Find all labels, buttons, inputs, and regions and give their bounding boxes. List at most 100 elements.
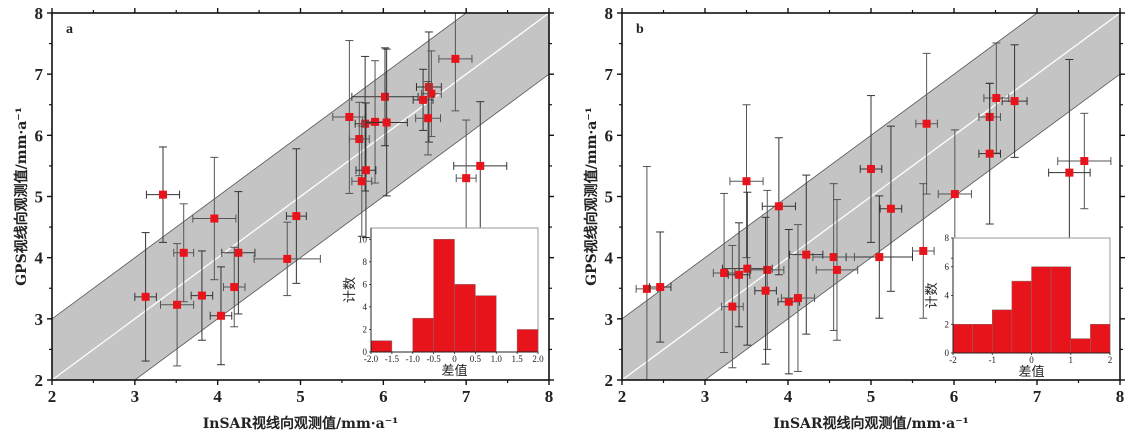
data-point (859, 95, 883, 243)
point-marker (802, 250, 811, 259)
point-marker (424, 83, 433, 92)
inset-histogram: -2 -1 0 1 2 0 2 4 6 8 差值 计数 (925, 233, 1112, 380)
data-point (1057, 112, 1112, 210)
y-tick-label: 8 (35, 4, 44, 23)
data-point (761, 137, 796, 276)
histogram-bar (1090, 324, 1111, 354)
data-point (192, 156, 237, 281)
reference-line (52, 13, 549, 380)
y-tick-label: 6 (605, 126, 614, 145)
data-point (253, 221, 321, 297)
histogram-bar (1070, 338, 1091, 354)
data-point (415, 31, 442, 143)
point-marker (743, 264, 752, 273)
histogram-bar (370, 340, 393, 353)
y-tick-label: 7 (605, 65, 614, 84)
histogram-bar (1011, 280, 1032, 354)
panel-label: b (636, 22, 644, 37)
point-marker (728, 302, 737, 311)
plot-area (52, 13, 549, 380)
data-point (160, 243, 195, 367)
point-marker (950, 190, 959, 199)
point-marker (886, 204, 895, 213)
point-marker (230, 283, 239, 292)
histogram-bar (1050, 266, 1071, 354)
inset-x-tick-label: 0 (452, 354, 457, 364)
x-tick-label: 3 (701, 387, 710, 406)
confidence-band (52, 13, 549, 380)
inset-x-title: 差值 (1018, 364, 1044, 380)
data-point (727, 222, 751, 328)
inset-x-tick-label: 0 (1029, 355, 1034, 365)
point-marker (427, 89, 436, 98)
point-marker (292, 212, 301, 221)
point-marker (283, 254, 292, 263)
point-marker (829, 253, 838, 262)
data-point (348, 101, 370, 177)
point-marker (216, 311, 225, 320)
histogram-bar (952, 324, 973, 354)
x-tick-label: 5 (867, 387, 876, 406)
inset-y-tick-label: 8 (363, 257, 368, 267)
point-marker (793, 294, 802, 303)
inset-x-tick-label: -2 (949, 355, 957, 365)
inset-x-title: 差值 (441, 363, 467, 379)
inset-x-tick-label: 2.0 (532, 354, 544, 364)
point-marker (1065, 168, 1074, 177)
point-marker (832, 265, 841, 274)
x-tick-label: 7 (1033, 387, 1042, 406)
data-point (415, 81, 441, 156)
point-marker (234, 248, 243, 257)
point-marker (784, 297, 793, 306)
inset-histogram: -2.0 -1.5 -1.0 -0.5 0 0.5 1.0 1.5 2.0 0 2 4 6 8 10 差值 计数 (343, 227, 544, 379)
data-point (729, 104, 764, 259)
histogram-bar (475, 295, 497, 353)
data-point (222, 246, 246, 328)
y-tick-label: 8 (605, 4, 614, 23)
point-marker (774, 202, 783, 211)
data-point (221, 191, 256, 315)
inset-y-tick-label: 0 (945, 348, 950, 358)
data-point (351, 125, 373, 237)
data-point (453, 101, 508, 231)
point-marker (742, 177, 751, 186)
inset-x-tick-label: 1 (1069, 355, 1074, 365)
point-marker (361, 119, 370, 128)
x-tick-label: 6 (379, 387, 388, 406)
point-marker (992, 94, 1001, 103)
data-point (879, 125, 903, 292)
data-point (438, 13, 473, 112)
data-point (332, 40, 367, 194)
point-marker (357, 177, 366, 186)
point-marker (371, 117, 380, 126)
inset-y-tick-label: 10 (358, 234, 368, 244)
point-marker (451, 54, 460, 63)
data-point (455, 119, 477, 237)
panel-a: 2 3 4 5 6 7 8 2 3 4 5 6 7 8 a InSAR视线向观测值/mm·a⁻¹ GPS视线向观… (13, 4, 554, 432)
x-tick-label: 7 (462, 387, 471, 406)
y-tick-label: 4 (35, 249, 44, 268)
data-point (1001, 44, 1028, 158)
inset-y-tick-label: 6 (363, 279, 368, 289)
point-marker (361, 166, 370, 175)
point-marker (380, 92, 389, 101)
data-point (145, 146, 181, 243)
data-point (845, 195, 913, 319)
x-tick-label: 2 (48, 387, 57, 406)
point-marker (179, 248, 188, 257)
data-point (648, 231, 672, 343)
y-axis-title: GPS视线向观测值/mm·a⁻¹ (583, 107, 600, 286)
data-point (355, 102, 377, 238)
inset-x-tick-label: -1.5 (385, 354, 400, 364)
point-marker (735, 270, 744, 279)
data-point (351, 47, 419, 147)
point-marker (476, 161, 485, 170)
x-tick-label: 3 (131, 387, 140, 406)
inset-y-title: 计数 (343, 277, 358, 303)
point-marker (424, 114, 433, 123)
inset-y-tick-label: 6 (945, 262, 950, 272)
y-axis-title: GPS视线向观测值/mm·a⁻¹ (13, 107, 30, 286)
point-marker (197, 291, 206, 300)
data-point (780, 224, 816, 372)
